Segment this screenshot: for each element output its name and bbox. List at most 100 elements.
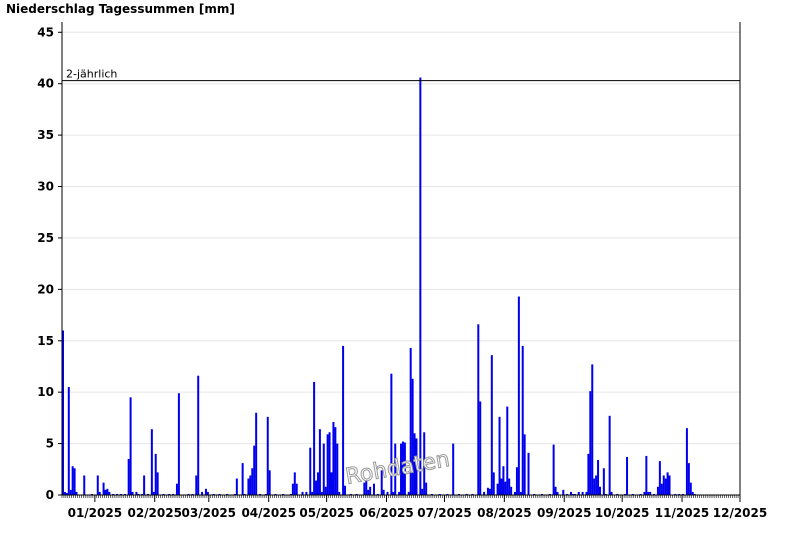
precip-bar bbox=[336, 443, 339, 495]
y-tick-label: 0 bbox=[46, 488, 54, 502]
precip-bar bbox=[403, 442, 406, 495]
precip-bar bbox=[425, 482, 428, 495]
precip-bar bbox=[311, 491, 314, 495]
precip-bar bbox=[355, 493, 358, 495]
precip-bar bbox=[504, 481, 507, 495]
precip-bar bbox=[577, 491, 580, 495]
precip-bar bbox=[289, 493, 292, 495]
precip-bar bbox=[251, 468, 254, 495]
precip-bar bbox=[610, 491, 613, 495]
precip-bar bbox=[490, 355, 493, 495]
precip-bar bbox=[129, 397, 132, 495]
precip-bar bbox=[204, 488, 207, 495]
precip-bar bbox=[253, 445, 256, 495]
precip-bar bbox=[496, 483, 499, 495]
precip-bar bbox=[457, 493, 460, 495]
precip-bar bbox=[658, 461, 661, 495]
precip-bar bbox=[685, 428, 688, 495]
precip-bar bbox=[411, 378, 414, 495]
x-ticks: 01/2025 02/2025 03/2025 04/2025 05/2025 06/20… bbox=[61, 495, 767, 520]
precip-bar bbox=[552, 444, 555, 495]
precip-bar bbox=[452, 443, 455, 495]
precip-bar bbox=[514, 491, 516, 495]
precip-bar bbox=[510, 486, 513, 495]
precip-bar bbox=[112, 493, 115, 495]
precip-bar bbox=[394, 443, 397, 495]
precip-bar bbox=[566, 493, 569, 495]
precip-bar bbox=[135, 491, 138, 495]
precip-bar bbox=[71, 466, 74, 495]
precip-bar bbox=[247, 478, 250, 495]
precip-bar bbox=[168, 493, 171, 495]
precip-bar bbox=[645, 455, 648, 495]
precip-bar bbox=[344, 485, 347, 495]
precip-bar bbox=[241, 463, 244, 495]
precip-bar bbox=[598, 486, 601, 495]
y-tick-label: 40 bbox=[37, 77, 54, 91]
precip-bar bbox=[175, 483, 178, 495]
precip-bar bbox=[502, 466, 505, 495]
chart-title: Niederschlag Tagessummen [mm] bbox=[6, 2, 235, 16]
precip-bar bbox=[419, 77, 422, 495]
precip-bar bbox=[187, 493, 190, 495]
precip-bar bbox=[593, 478, 596, 495]
precip-bar bbox=[689, 482, 692, 495]
precip-bar bbox=[259, 493, 262, 495]
precip-bar bbox=[330, 472, 333, 495]
y-tick-label: 25 bbox=[37, 231, 54, 245]
precip-bar bbox=[591, 364, 594, 495]
axes bbox=[61, 22, 741, 496]
precip-bar bbox=[75, 491, 78, 495]
y-tick-label: 30 bbox=[37, 180, 54, 194]
x-tick-label: 07/2025 bbox=[417, 506, 471, 520]
x-tick-label: 05/2025 bbox=[299, 506, 353, 520]
precip-bar bbox=[104, 489, 107, 495]
precip-bar bbox=[649, 491, 652, 495]
precip-bar bbox=[372, 483, 375, 495]
x-tick-label: 02/2025 bbox=[127, 506, 181, 520]
precip-bar bbox=[465, 493, 468, 495]
precip-bar bbox=[573, 493, 576, 495]
precip-bar bbox=[328, 432, 331, 495]
precip-bar bbox=[369, 486, 372, 495]
precip-bar bbox=[119, 493, 122, 495]
precip-bar bbox=[392, 491, 395, 495]
precip-bar bbox=[498, 416, 501, 495]
precip-bar bbox=[515, 467, 518, 495]
precip-bar bbox=[647, 491, 650, 495]
precip-bar bbox=[423, 432, 426, 495]
precip-bar bbox=[233, 493, 236, 495]
precip-bar bbox=[143, 475, 146, 495]
y-tick-label: 45 bbox=[37, 25, 54, 39]
precip-bar bbox=[90, 493, 93, 495]
precip-bar bbox=[664, 478, 667, 495]
precip-bar bbox=[282, 493, 285, 495]
precip-bar bbox=[407, 491, 410, 495]
y-tick-label: 5 bbox=[46, 437, 54, 451]
precip-bar bbox=[541, 493, 544, 495]
precip-bar bbox=[400, 443, 403, 495]
precip-bar bbox=[595, 475, 598, 495]
precip-bar bbox=[195, 475, 198, 495]
precip-bar bbox=[123, 493, 126, 495]
precip-bar bbox=[656, 486, 659, 495]
precip-bar bbox=[589, 391, 592, 495]
precip-bar bbox=[326, 434, 329, 495]
precip-bar bbox=[154, 453, 157, 495]
precip-bar bbox=[255, 412, 258, 495]
precip-bar bbox=[156, 472, 159, 495]
precip-bar bbox=[604, 493, 607, 495]
precip-bar bbox=[235, 478, 238, 495]
precip-bar bbox=[301, 491, 304, 495]
reference-line-group: 2-jährlich bbox=[62, 68, 740, 82]
precip-bar bbox=[691, 491, 694, 495]
precip-bar bbox=[324, 486, 327, 495]
precip-bar bbox=[597, 460, 600, 495]
precip-bar bbox=[67, 387, 70, 495]
precip-bar bbox=[127, 459, 130, 495]
precip-bar bbox=[332, 421, 335, 495]
precip-bar bbox=[376, 493, 379, 495]
precip-bar bbox=[413, 433, 416, 495]
bar-series bbox=[62, 77, 696, 495]
x-tick-label: 09/2025 bbox=[537, 506, 591, 520]
